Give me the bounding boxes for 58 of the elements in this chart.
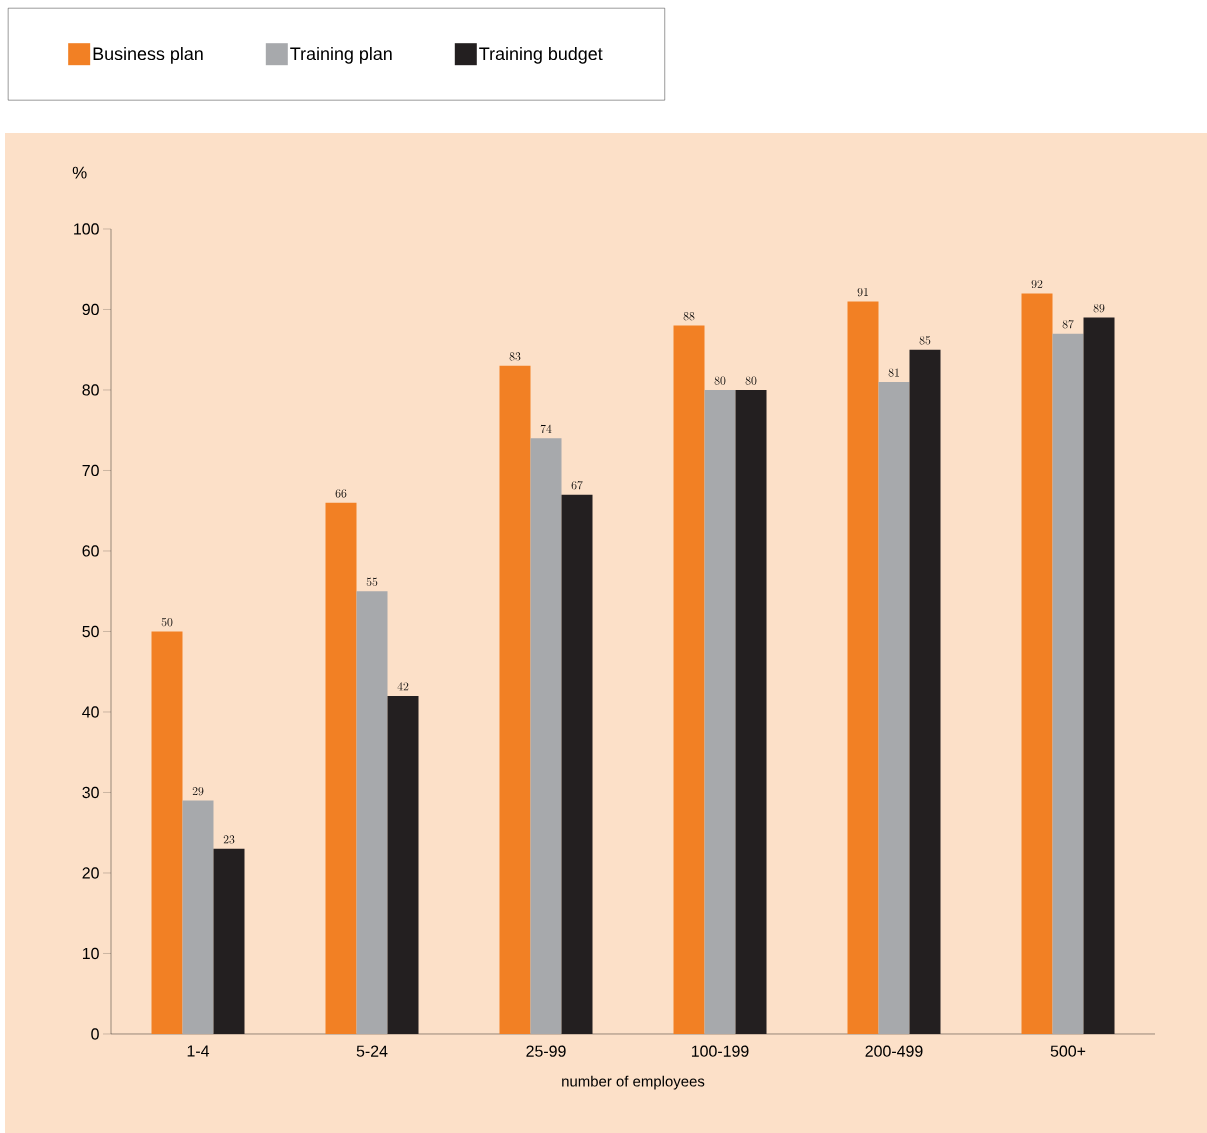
- bar: [182, 800, 214, 1034]
- y-tick-label: 50: [82, 625, 99, 638]
- y-tick-label: 100: [74, 223, 99, 235]
- bar: [673, 325, 705, 1034]
- bar: [735, 389, 767, 1034]
- data-label: 87: [1062, 320, 1074, 329]
- bar: [151, 631, 183, 1034]
- y-tick-label: 90: [82, 303, 99, 316]
- x-tick-label: 200-499: [865, 1045, 923, 1057]
- bar: [530, 438, 562, 1034]
- data-label: 83: [509, 352, 521, 361]
- data-label: 55: [366, 577, 378, 586]
- x-tick-label: 100-199: [691, 1045, 749, 1057]
- y-tick-label: 60: [82, 545, 99, 557]
- bar: [387, 695, 419, 1034]
- data-label: 50: [161, 618, 173, 627]
- bar: [1021, 293, 1053, 1034]
- y-tick-label: 20: [82, 867, 99, 879]
- x-tick-label: 500+: [1050, 1045, 1086, 1057]
- bar: [847, 301, 879, 1034]
- data-label: 92: [1031, 279, 1043, 289]
- data-label: 74: [540, 424, 552, 434]
- data-label: 89: [1093, 304, 1105, 313]
- bar: [561, 494, 593, 1034]
- y-tick-label: 30: [82, 786, 99, 799]
- legend-label: Business plan: [93, 46, 203, 64]
- data-label: 88: [683, 312, 695, 321]
- legend-label: Training plan: [290, 46, 392, 64]
- legend-label: Training budget: [479, 46, 603, 64]
- x-tick-label: 5-24: [356, 1045, 388, 1057]
- bar: [213, 848, 245, 1034]
- data-label: 42: [397, 682, 409, 691]
- bar: [499, 365, 531, 1034]
- bar: [1052, 333, 1084, 1034]
- bar: [1083, 317, 1115, 1034]
- data-label: 67: [571, 481, 583, 490]
- x-tick-label: 25-99: [526, 1045, 566, 1057]
- data-label: 81: [888, 368, 899, 377]
- data-label: 29: [192, 787, 204, 796]
- data-label: 80: [745, 376, 757, 385]
- y-tick-label: 70: [82, 464, 99, 477]
- data-label: 91: [857, 287, 868, 297]
- data-label: 80: [714, 376, 726, 385]
- bar: [325, 502, 357, 1034]
- x-axis-title: number of employees: [562, 1075, 705, 1090]
- bar: [704, 389, 736, 1034]
- x-tick-label: 1-4: [187, 1045, 210, 1057]
- data-label: 66: [335, 489, 347, 498]
- bar: [356, 591, 388, 1034]
- y-axis-title: %: [72, 166, 87, 179]
- bar: [909, 349, 941, 1034]
- y-tick-label: 80: [82, 384, 99, 396]
- data-label: 85: [919, 336, 931, 345]
- y-tick-label: 40: [82, 706, 99, 718]
- y-tick-label: 10: [82, 947, 99, 960]
- y-tick-label: 0: [91, 1028, 99, 1040]
- bar: [878, 381, 910, 1034]
- data-label: 23: [223, 835, 235, 844]
